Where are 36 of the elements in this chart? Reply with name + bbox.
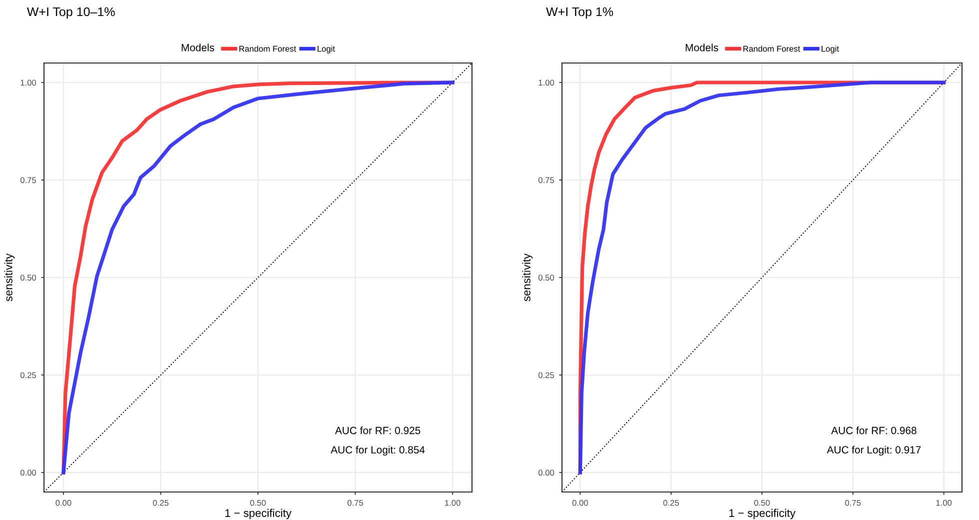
x-tick-label: 0.00 <box>56 500 72 506</box>
chart-title: W+I Top 1% <box>546 7 614 19</box>
legend-label: Logit <box>822 46 839 54</box>
y-tick-label: 0.25 <box>538 372 554 378</box>
x-tick-label: 1.00 <box>936 500 952 506</box>
legend-title: Models <box>182 44 214 52</box>
legend-title: Models <box>686 44 718 52</box>
legend-label: Random Forest <box>239 46 296 52</box>
y-tick-label: 1.00 <box>20 80 36 86</box>
y-axis-title: sensitivity <box>522 253 533 302</box>
legend-label: Random Forest <box>743 46 800 52</box>
y-axis-title: sensitivity <box>4 253 15 302</box>
y-tick-label: 0.00 <box>538 470 554 476</box>
y-tick-label: 0.00 <box>20 470 36 476</box>
annotation: AUC for Logit: 0.917 <box>826 446 921 456</box>
annotation: AUC for Logit: 0.854 <box>330 446 425 456</box>
y-tick-label: 0.50 <box>538 274 554 281</box>
x-tick-label: 0.25 <box>663 500 679 506</box>
y-tick-label: 0.25 <box>20 372 36 378</box>
y-tick-label: 1.00 <box>538 80 554 86</box>
x-tick-label: 0.25 <box>152 500 168 506</box>
y-tick-label: 0.50 <box>20 274 36 281</box>
x-tick-label: 0.75 <box>347 500 364 506</box>
x-tick-label: 0.00 <box>572 500 588 506</box>
legend-label: Logit <box>318 46 335 54</box>
x-axis-title: 1 − specificity <box>225 508 292 520</box>
chart-title: W+I Top 10–1% <box>26 7 115 19</box>
annotation: AUC for RF: 0.925 <box>335 426 420 434</box>
annotation: AUC for RF: 0.968 <box>831 426 916 434</box>
x-tick-label: 0.50 <box>250 500 266 506</box>
x-tick-label: 0.75 <box>845 500 861 506</box>
x-tick-label: 0.50 <box>754 500 770 506</box>
x-axis-title: 1 − specificity <box>729 508 796 520</box>
y-tick-label: 0.75 <box>538 177 554 184</box>
x-tick-label: 1.00 <box>445 500 460 506</box>
y-tick-label: 0.75 <box>20 177 36 184</box>
